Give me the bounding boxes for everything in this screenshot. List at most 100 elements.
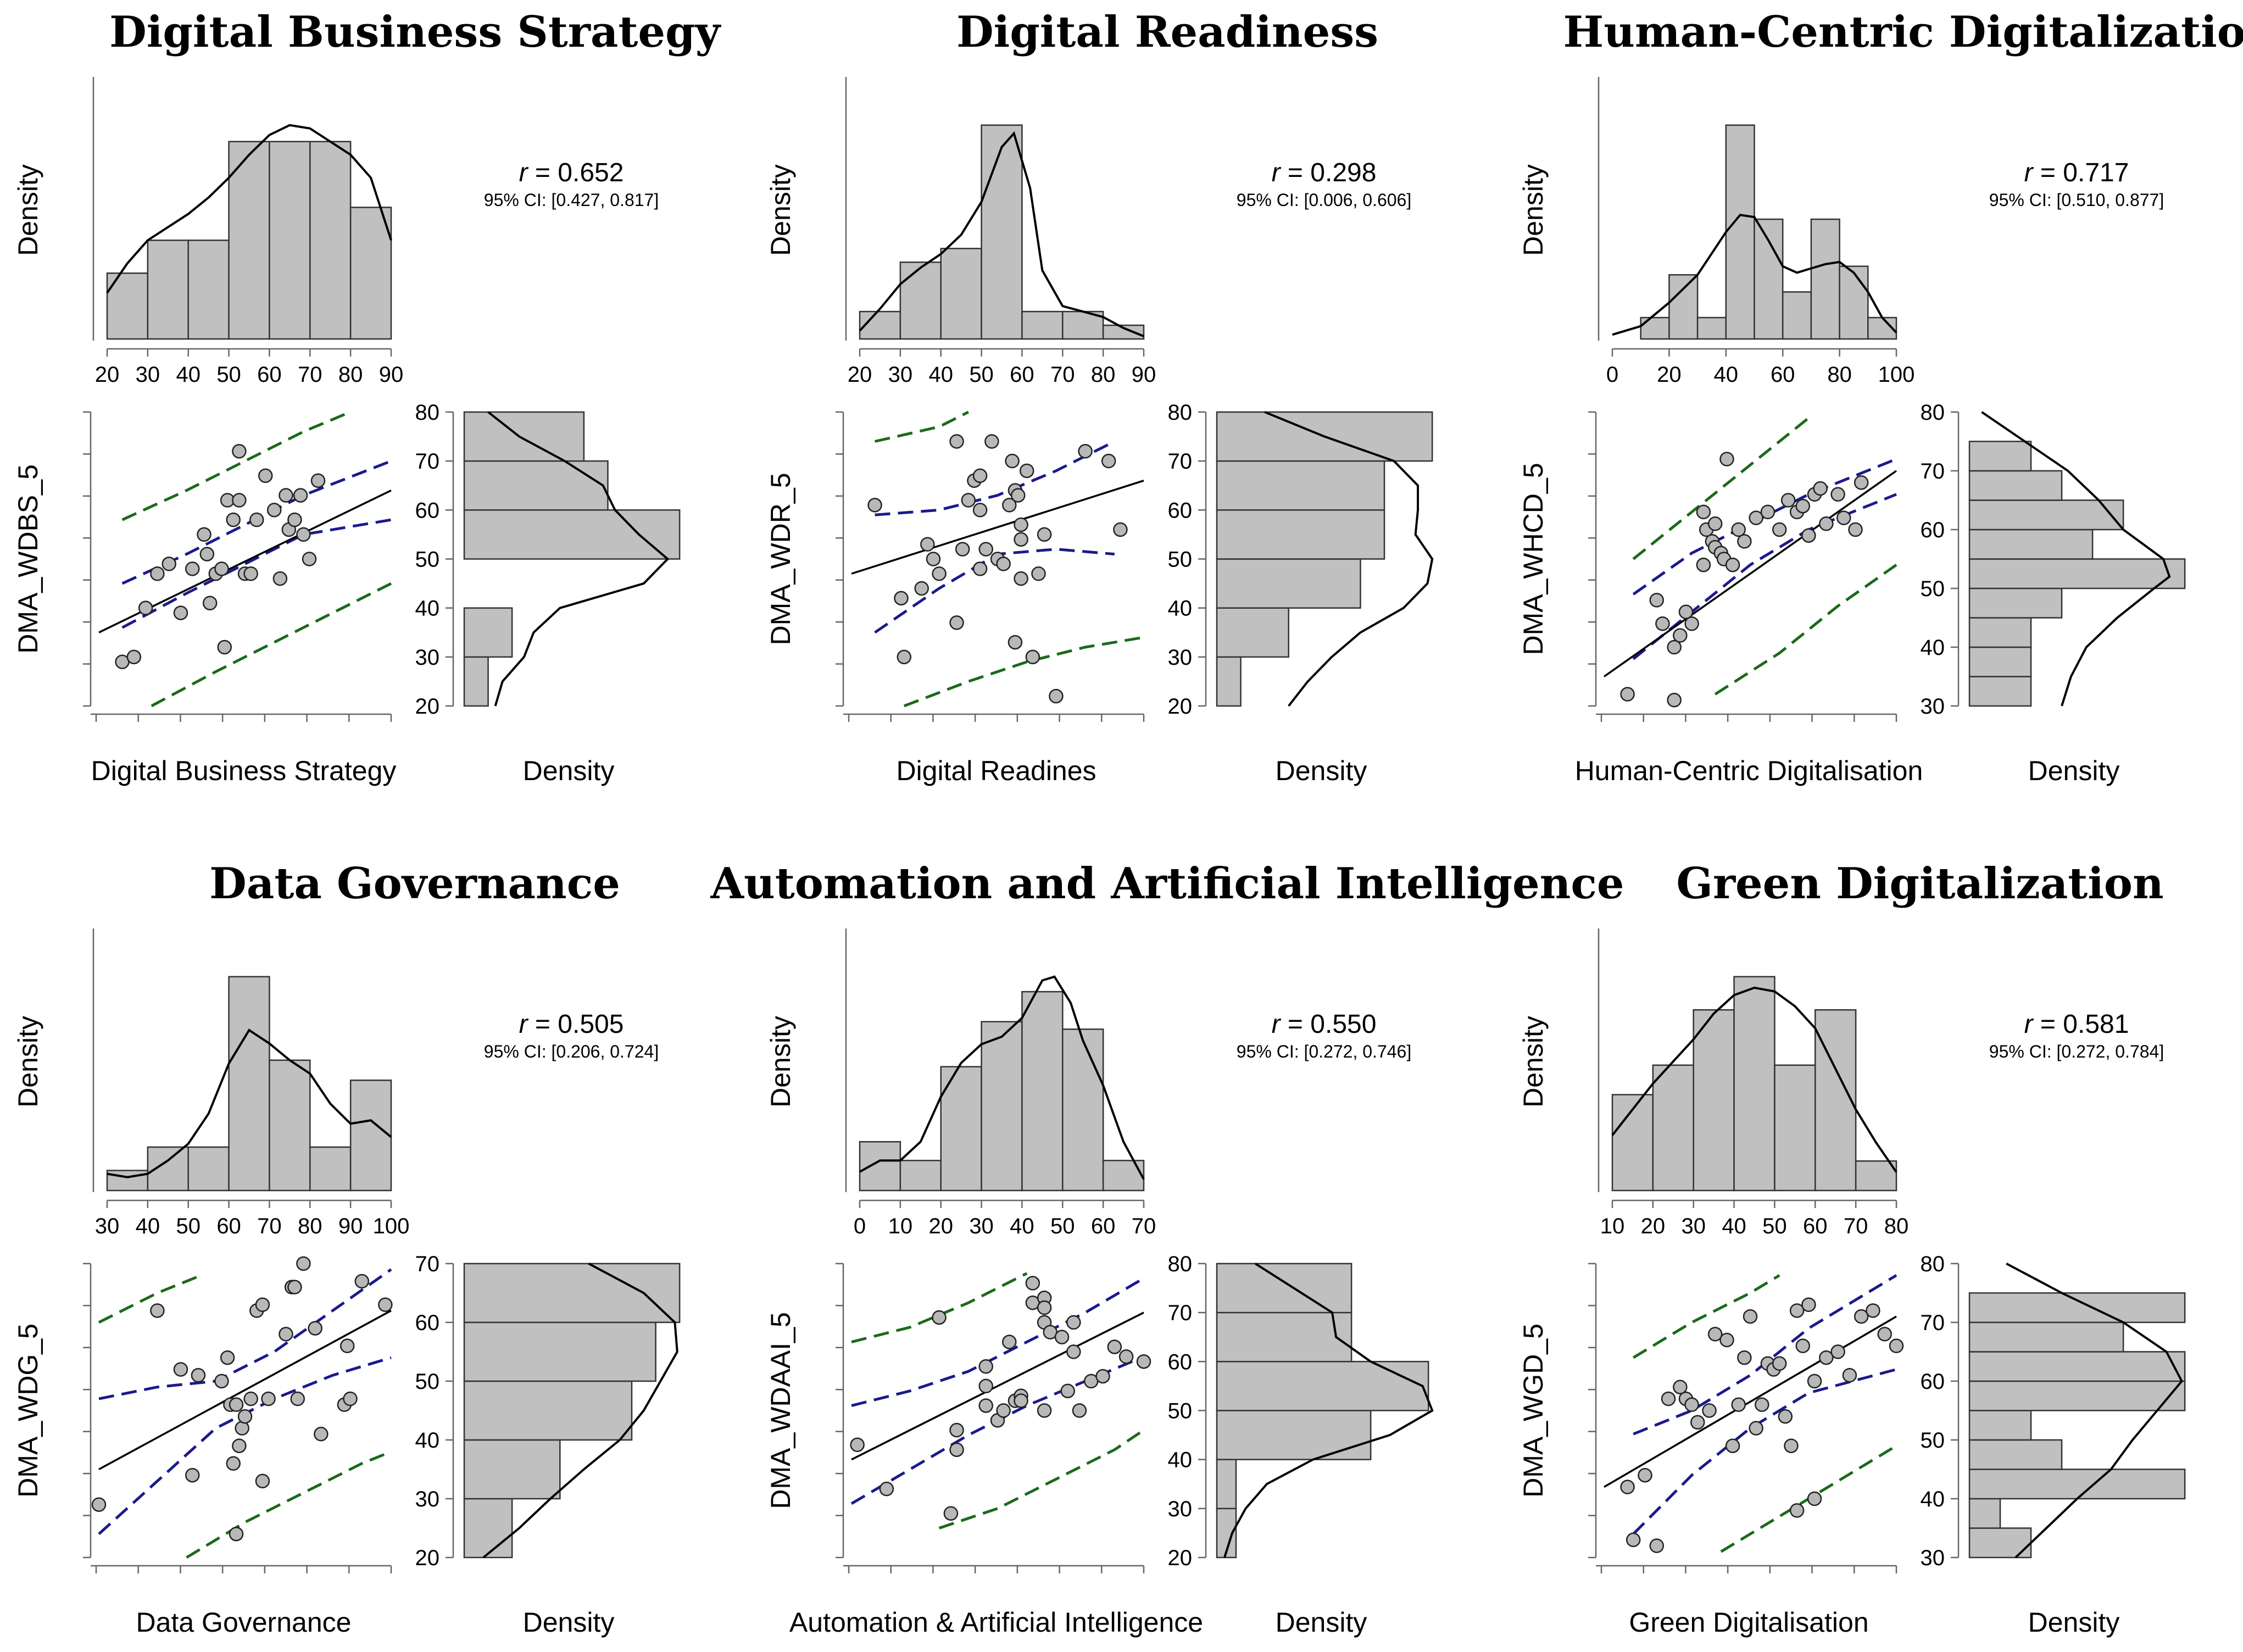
scatter-x-label: Green Digitalisation <box>1629 1607 1868 1638</box>
scatter-point <box>290 1391 305 1406</box>
scatter-x-label: Digital Readines <box>896 755 1096 786</box>
scatter-point <box>1037 527 1052 542</box>
scatter-point <box>972 503 988 518</box>
scatter-point <box>1795 1338 1811 1354</box>
prediction-interval-upper <box>1632 1274 1780 1359</box>
right-hist-x-label: Density <box>523 755 615 786</box>
top-hist-bar <box>859 310 901 340</box>
right-hist-x-label: Density <box>1276 755 1367 786</box>
chart-panel: Data Governance 30 40 50 60 70 80 90 100 Density r… <box>13 859 681 1638</box>
top-hist-bar <box>309 1146 352 1192</box>
scatter-point <box>949 1422 964 1438</box>
scatter-point <box>1684 1397 1699 1412</box>
right-hist-bar <box>1968 558 2186 589</box>
top-hist-x-tick-label: 80 <box>1884 1214 1909 1238</box>
correlation-ci: 95% CI: [0.206, 0.724] <box>484 1042 659 1061</box>
scatter-point <box>214 561 229 576</box>
scatter-point <box>1620 1479 1635 1494</box>
correlation-r: r = 0.652 <box>519 158 624 187</box>
right-hist-y-tick-label: 70 <box>1168 1301 1193 1325</box>
top-density-curve <box>1612 214 1897 336</box>
scatter-point <box>1667 693 1682 708</box>
correlation-ci: 95% CI: [0.510, 0.877] <box>1989 190 2164 210</box>
top-hist-bar <box>1021 991 1064 1192</box>
chart-title: Digital Readiness <box>956 7 1378 57</box>
top-hist-bar <box>1725 124 1755 340</box>
right-hist-y-tick-label: 70 <box>1168 449 1193 474</box>
right-hist-bar <box>1216 1311 1353 1362</box>
scatter-point <box>232 444 247 459</box>
right-hist-y-tick-label: 20 <box>1168 1546 1193 1570</box>
scatter-point <box>894 591 909 606</box>
scatter-x-label: Digital Business Strategy <box>91 755 397 786</box>
correlation-r: r = 0.298 <box>1272 158 1377 187</box>
right-hist-x-label: Density <box>2028 755 2120 786</box>
chart-title: Green Digitalization <box>1676 859 2163 909</box>
r-symbol: r <box>1272 1010 1282 1039</box>
r-value: = 0.717 <box>2033 158 2129 187</box>
right-hist-bar <box>1216 558 1361 609</box>
right-hist-y-tick-label: 30 <box>1168 646 1193 670</box>
right-hist-bar <box>1216 509 1385 560</box>
scatter-point <box>1772 1356 1787 1371</box>
scatter-point <box>978 1359 993 1374</box>
top-hist-y-label: Density <box>765 1016 796 1108</box>
scatter-point <box>1737 534 1752 549</box>
scatter-point <box>126 649 142 665</box>
scatter-point <box>150 566 165 581</box>
scatter-point <box>1014 1393 1028 1408</box>
top-hist-x-tick-label: 70 <box>1050 363 1075 387</box>
scatter-point <box>1107 1339 1122 1354</box>
scatter-point <box>185 1467 200 1483</box>
top-hist-x-tick-label: 20 <box>1641 1214 1666 1238</box>
scatter-point <box>1136 1354 1151 1369</box>
scatter-point <box>1066 1315 1081 1330</box>
right-hist-y-tick-label: 20 <box>415 694 440 719</box>
scatter-point <box>91 1497 107 1512</box>
right-hist-y-tick-label: 60 <box>415 1311 440 1335</box>
scatter-y-label: DMA_WDR_5 <box>765 473 796 646</box>
right-hist-y-tick-label: 80 <box>1921 1252 1945 1276</box>
scatter-point <box>1002 1334 1017 1349</box>
right-hist-bar <box>1968 529 2094 560</box>
right-hist-y-tick-label: 40 <box>1921 1487 1945 1511</box>
prediction-interval-lower <box>151 582 392 708</box>
correlation-r: r = 0.581 <box>2024 1010 2129 1039</box>
top-hist-x-tick-label: 60 <box>1091 1214 1116 1238</box>
chart-title: Data Governance <box>209 859 620 909</box>
scatter-point <box>920 537 935 552</box>
top-hist-x-tick-label: 100 <box>1878 363 1915 387</box>
right-hist-bar <box>1968 1351 2186 1382</box>
top-hist-bar <box>269 141 311 340</box>
top-hist-bar <box>859 1141 901 1192</box>
confidence-interval-upper <box>875 440 1115 516</box>
scatter-point <box>229 1397 244 1412</box>
confidence-interval-upper <box>1632 458 1897 596</box>
right-density-curve <box>487 411 670 707</box>
right-hist-y-tick-label: 30 <box>1921 694 1945 719</box>
top-hist-bar <box>1754 218 1784 340</box>
confidence-interval-upper <box>851 1277 1145 1408</box>
scatter-point <box>1801 528 1816 543</box>
regression-line <box>1604 1315 1897 1488</box>
top-hist-bar <box>899 262 942 340</box>
scatter-point <box>1789 1503 1805 1518</box>
right-hist-bar <box>1968 1380 2186 1411</box>
top-hist-bar <box>228 141 270 340</box>
scatter-point <box>1037 1300 1052 1315</box>
regression-line <box>851 1311 1144 1461</box>
top-hist-x-tick-label: 60 <box>257 363 282 387</box>
scatter-point <box>1854 475 1869 490</box>
right-hist-bar <box>1216 607 1289 658</box>
correlation-r: r = 0.717 <box>2024 158 2129 187</box>
top-hist-bar <box>228 976 270 1192</box>
top-hist-x-tick-label: 50 <box>1762 1214 1787 1238</box>
top-density-curve <box>107 1028 392 1178</box>
scatter-point <box>1772 522 1787 537</box>
right-hist-bar <box>463 656 489 707</box>
confidence-interval-lower <box>1632 1368 1897 1535</box>
right-hist-y-tick-label: 70 <box>1921 1311 1945 1335</box>
scatter-point <box>1049 688 1064 704</box>
right-hist-bar <box>463 1439 561 1500</box>
